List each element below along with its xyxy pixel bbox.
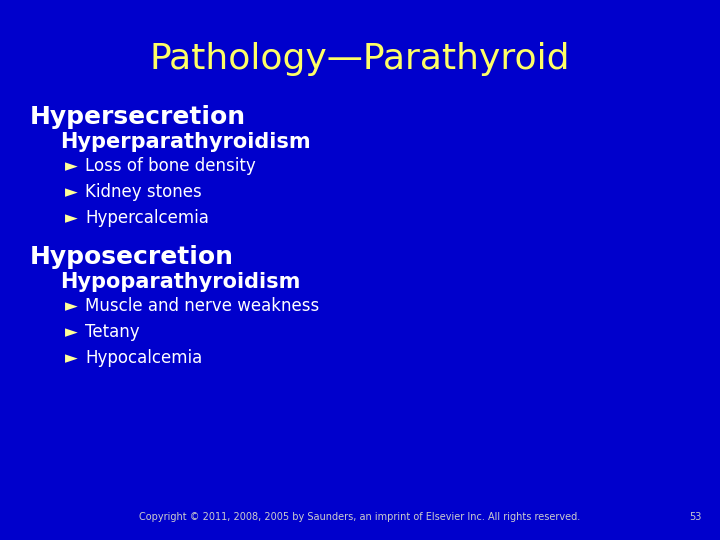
Text: Hypercalcemia: Hypercalcemia	[85, 209, 209, 227]
Text: Kidney stones: Kidney stones	[85, 183, 202, 201]
Text: ►: ►	[65, 349, 78, 367]
Text: Muscle and nerve weakness: Muscle and nerve weakness	[85, 297, 319, 315]
Text: Loss of bone density: Loss of bone density	[85, 157, 256, 175]
Text: Hyperparathyroidism: Hyperparathyroidism	[60, 132, 310, 152]
Text: 53: 53	[690, 512, 702, 522]
Text: Copyright © 2011, 2008, 2005 by Saunders, an imprint of Elsevier Inc. All rights: Copyright © 2011, 2008, 2005 by Saunders…	[140, 512, 580, 522]
Text: Hyposecretion: Hyposecretion	[30, 245, 234, 269]
Text: ►: ►	[65, 323, 78, 341]
Text: Hypoparathyroidism: Hypoparathyroidism	[60, 272, 300, 292]
Text: Tetany: Tetany	[85, 323, 140, 341]
Text: Pathology—Parathyroid: Pathology—Parathyroid	[150, 42, 570, 76]
Text: Hypersecretion: Hypersecretion	[30, 105, 246, 129]
Text: ►: ►	[65, 297, 78, 315]
Text: ►: ►	[65, 209, 78, 227]
Text: Hypocalcemia: Hypocalcemia	[85, 349, 202, 367]
Text: ►: ►	[65, 183, 78, 201]
Text: ►: ►	[65, 157, 78, 175]
